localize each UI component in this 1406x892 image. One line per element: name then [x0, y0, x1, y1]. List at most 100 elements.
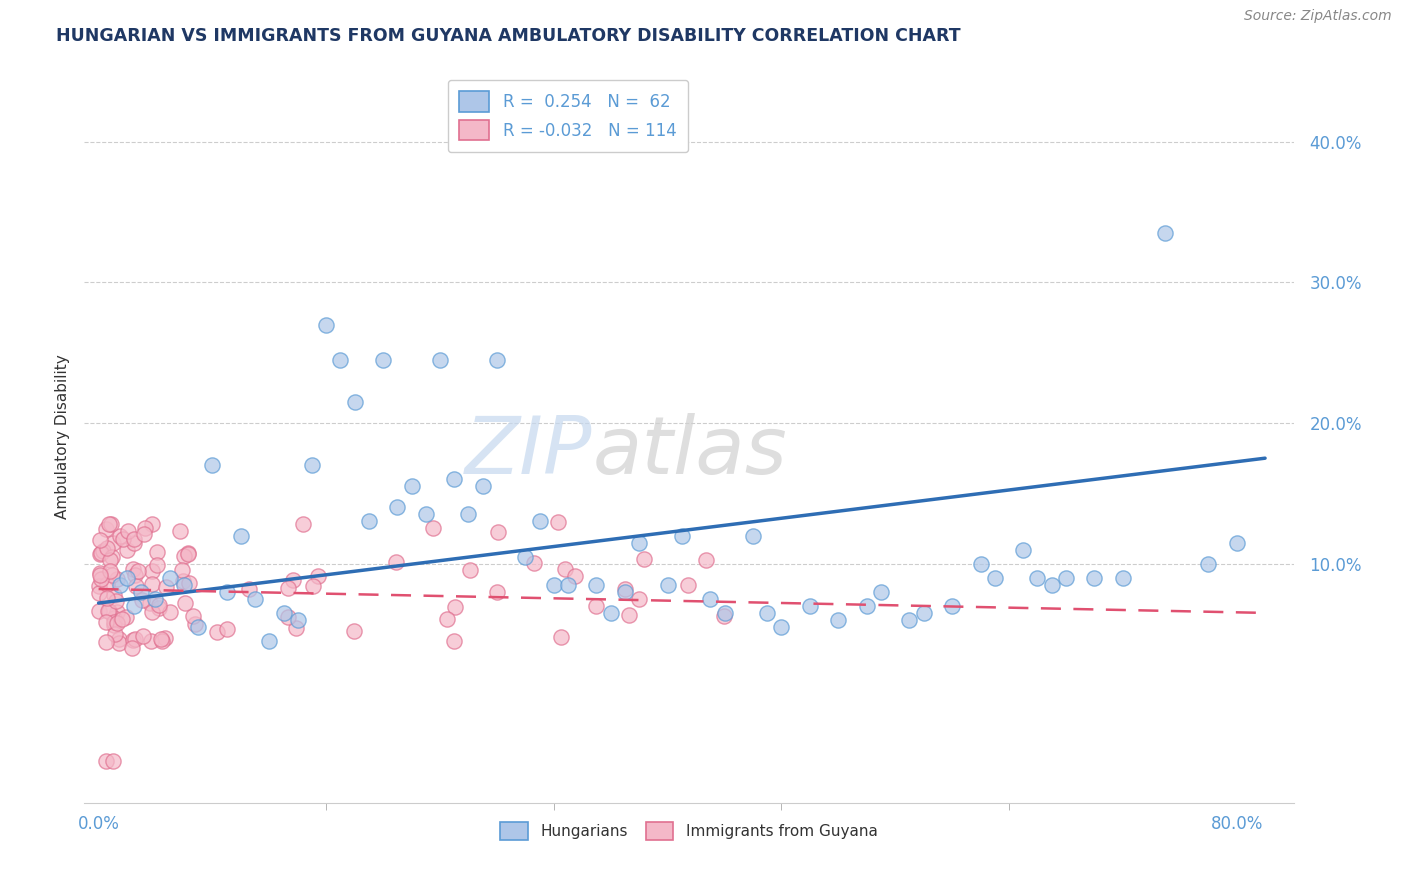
- Point: [103, 588, 125, 602]
- Point: [201, 458, 224, 473]
- Point: [443, 633, 465, 648]
- Point: [485, 352, 508, 367]
- Point: [148, 598, 170, 612]
- Point: [471, 479, 494, 493]
- Point: [117, 524, 139, 538]
- Point: [713, 606, 735, 620]
- Point: [1083, 571, 1105, 585]
- Point: [415, 508, 437, 522]
- Point: [285, 621, 308, 635]
- Point: [115, 571, 138, 585]
- Point: [104, 593, 127, 607]
- Point: [129, 584, 152, 599]
- Point: [87, 604, 110, 618]
- Point: [177, 546, 200, 560]
- Point: [283, 574, 305, 588]
- Point: [343, 395, 366, 409]
- Point: [96, 541, 118, 555]
- Point: [89, 579, 111, 593]
- Point: [104, 626, 127, 640]
- Point: [90, 572, 112, 586]
- Legend: Hungarians, Immigrants from Guyana: Hungarians, Immigrants from Guyana: [495, 815, 883, 847]
- Point: [101, 535, 124, 549]
- Point: [89, 533, 111, 548]
- Point: [141, 605, 163, 619]
- Point: [141, 517, 163, 532]
- Point: [90, 546, 112, 560]
- Point: [131, 593, 153, 607]
- Point: [141, 564, 163, 578]
- Point: [115, 542, 138, 557]
- Point: [103, 615, 125, 630]
- Point: [401, 479, 423, 493]
- Point: [184, 616, 207, 631]
- Point: [273, 606, 295, 620]
- Point: [96, 635, 118, 649]
- Point: [343, 624, 366, 639]
- Point: [969, 557, 991, 571]
- Point: [145, 591, 167, 606]
- Point: [742, 528, 765, 542]
- Point: [124, 632, 146, 647]
- Point: [148, 600, 170, 615]
- Point: [1040, 578, 1063, 592]
- Point: [695, 553, 717, 567]
- Point: [301, 458, 323, 473]
- Point: [134, 526, 156, 541]
- Point: [179, 576, 201, 591]
- Point: [371, 352, 394, 367]
- Point: [1026, 571, 1049, 585]
- Point: [756, 606, 779, 620]
- Point: [122, 535, 145, 549]
- Point: [229, 528, 252, 542]
- Point: [898, 613, 921, 627]
- Point: [107, 632, 129, 647]
- Point: [125, 579, 148, 593]
- Point: [98, 564, 121, 578]
- Point: [1197, 557, 1219, 571]
- Point: [111, 612, 134, 626]
- Point: [124, 568, 146, 582]
- Point: [799, 599, 821, 613]
- Point: [215, 584, 238, 599]
- Point: [139, 596, 162, 610]
- Point: [554, 562, 576, 576]
- Point: [287, 613, 309, 627]
- Point: [1054, 571, 1077, 585]
- Point: [132, 629, 155, 643]
- Point: [121, 562, 143, 576]
- Text: Source: ZipAtlas.com: Source: ZipAtlas.com: [1244, 9, 1392, 23]
- Point: [436, 612, 458, 626]
- Point: [215, 623, 238, 637]
- Point: [912, 606, 935, 620]
- Point: [94, 615, 117, 629]
- Point: [485, 584, 508, 599]
- Point: [105, 616, 128, 631]
- Point: [1226, 535, 1249, 549]
- Point: [153, 632, 176, 646]
- Point: [291, 516, 314, 531]
- Point: [657, 578, 679, 592]
- Point: [170, 563, 193, 577]
- Point: [124, 532, 146, 546]
- Point: [387, 500, 409, 515]
- Point: [676, 578, 699, 592]
- Point: [429, 352, 451, 367]
- Point: [243, 591, 266, 606]
- Point: [103, 611, 125, 625]
- Point: [628, 591, 651, 606]
- Point: [277, 610, 299, 624]
- Point: [713, 609, 735, 624]
- Point: [557, 578, 579, 592]
- Point: [122, 599, 145, 613]
- Point: [855, 599, 877, 613]
- Point: [96, 577, 118, 591]
- Point: [984, 571, 1007, 585]
- Point: [98, 516, 121, 531]
- Point: [155, 580, 177, 594]
- Point: [98, 552, 121, 566]
- Point: [101, 568, 124, 582]
- Point: [89, 547, 111, 561]
- Point: [101, 754, 124, 768]
- Point: [107, 636, 129, 650]
